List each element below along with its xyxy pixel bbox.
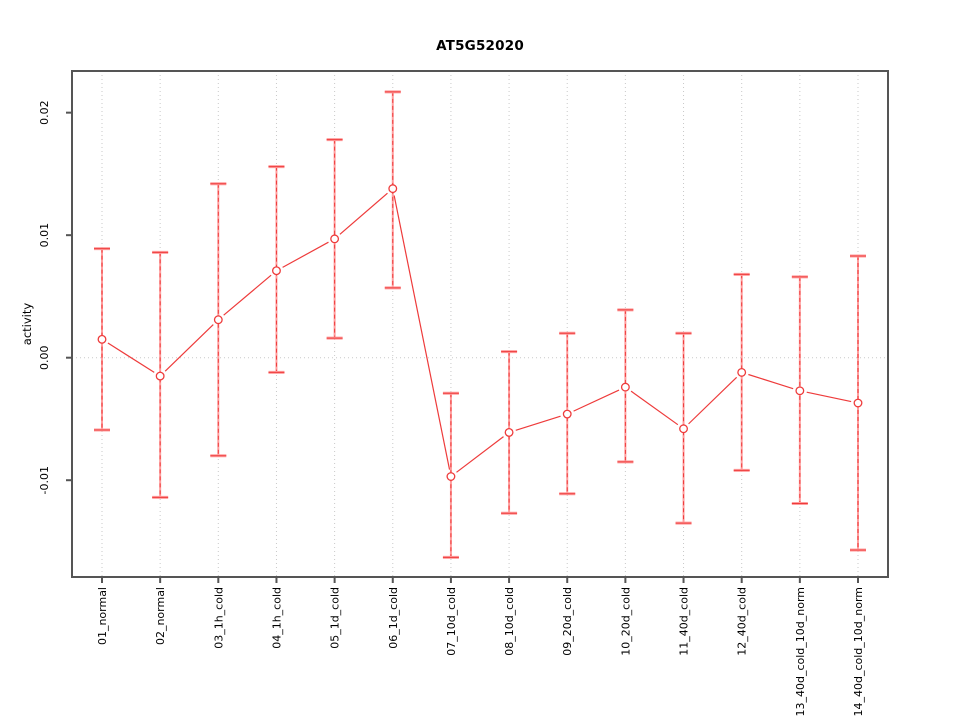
data-point	[737, 367, 747, 377]
series-segment	[223, 274, 272, 316]
y-tick-label: 0.01	[38, 223, 51, 248]
series-segment	[806, 391, 852, 403]
data-point	[155, 371, 165, 381]
x-tick-label: 14_40d_cold_10d_norm	[852, 587, 865, 717]
data-point	[853, 398, 863, 408]
x-tick-label: 01_normal	[96, 587, 109, 645]
series-segment	[630, 390, 679, 426]
series-segment	[688, 376, 738, 425]
x-tick-label: 08_10d_cold	[503, 587, 516, 656]
data-point	[272, 266, 281, 276]
data-point	[446, 472, 456, 481]
series-segment	[748, 373, 794, 390]
y-tick-label: -0.01	[38, 466, 51, 494]
series-segment	[515, 415, 561, 431]
series-segment	[107, 342, 155, 373]
x-tick-label: 10_20d_cold	[619, 587, 632, 656]
series-segment	[339, 192, 388, 235]
plot-border	[71, 70, 889, 578]
series-segment	[164, 324, 214, 372]
x-tick-label: 04_1h_cold	[270, 587, 283, 649]
x-tick-label: 05_1d_cold	[329, 587, 342, 649]
series-segment	[393, 195, 451, 470]
data-point	[97, 334, 107, 344]
x-tick-label: 06_1d_cold	[387, 587, 400, 649]
data-point	[330, 234, 340, 244]
y-tick-label: 0.02	[38, 100, 51, 125]
x-tick-label: 12_40d_cold	[736, 587, 749, 656]
y-axis-title: activity	[20, 302, 34, 346]
data-point	[504, 427, 514, 437]
y-tick-label: 0.00	[38, 345, 51, 370]
x-tick-label: 13_40d_cold_10d_norm	[794, 587, 807, 717]
series-segment	[456, 436, 504, 473]
chart-title: AT5G52020	[436, 38, 524, 54]
data-point	[620, 382, 630, 392]
series-segment	[573, 389, 620, 412]
data-point	[795, 386, 805, 396]
x-tick-label: 03_1h_cold	[212, 587, 225, 649]
series-segment	[282, 241, 329, 268]
x-tick-label: 07_10d_cold	[445, 587, 458, 656]
data-point	[679, 424, 688, 434]
x-tick-label: 09_20d_cold	[561, 587, 574, 656]
data-point	[388, 184, 398, 194]
data-point	[562, 409, 572, 419]
x-tick-label: 02_normal	[154, 587, 167, 645]
data-point	[213, 315, 223, 325]
x-tick-label: 11_40d_cold	[678, 587, 691, 656]
